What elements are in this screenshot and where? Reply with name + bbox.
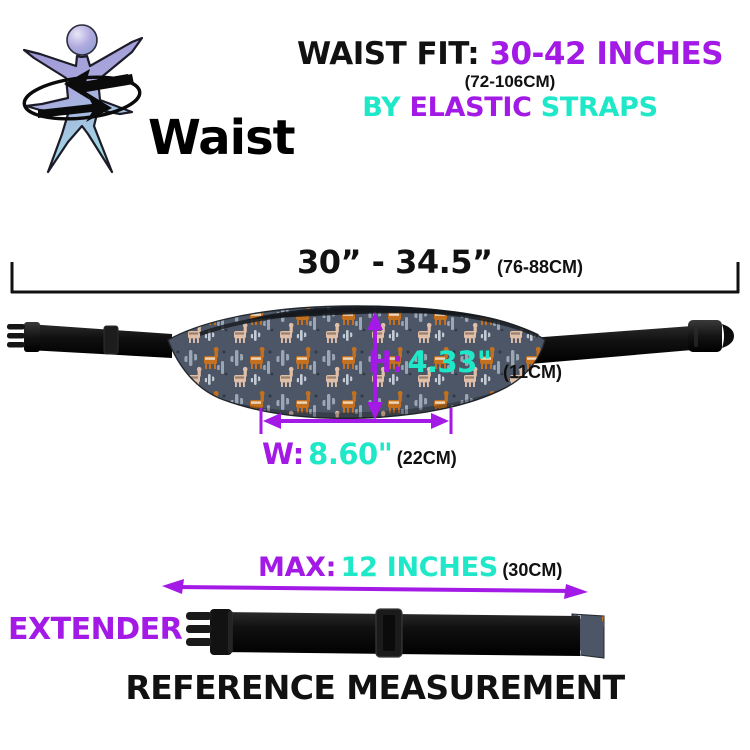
waist-fit-line: WAIST FIT: 30-42 INCHES [280,38,740,71]
extender-strap-icon [186,608,605,659]
width-label: W: 8.60" (22CM) [262,437,457,471]
pack-body [167,305,546,420]
belt-length-label: 30” - 34.5” (76-88CM) [230,243,650,281]
horizontal-dimension-arrow-icon [162,579,588,599]
strap-slider-icon [103,325,119,355]
extender-illustration [180,596,620,671]
extender-label: EXTENDER [8,612,183,647]
elastic-straps-line: BY ELASTIC STRAPS [280,92,740,123]
waist-fit-prefix: WAIST FIT: [296,36,480,72]
belt-length-value: 30” - 34.5” [296,243,493,281]
measurement-bracket [0,255,750,300]
header-block: WAIST FIT: 30-42 INCHES (72-106CM) BY EL… [280,38,740,123]
logo-wordmark: Waist [148,110,296,166]
width-dimension-arrow [255,400,475,440]
max-value: 12 INCHES [340,552,499,583]
straps-word: STRAPS [540,91,658,123]
belt-length-metric: (76-88CM) [497,257,584,277]
height-value: 4.33" [407,345,492,379]
extender-dimension-arrow [160,578,590,600]
brand-logo: Waist [20,22,296,182]
waist-figure-orbit-logo [22,24,144,174]
left-strap [7,322,172,358]
by-word: BY [362,91,401,123]
right-strap [530,320,734,364]
extender-male-buckle-icon [186,609,233,655]
waist-fit-value: 30-42 INCHES [489,36,724,72]
measurement-bracket-icon [10,262,740,294]
footer-caption: REFERENCE MEASUREMENT [125,668,625,707]
height-metric-wrap: (11CM) [503,362,562,383]
width-metric: (22CM) [396,448,457,468]
extender-max-label: MAX: 12 INCHES (30CM) [258,552,562,583]
width-prefix: W: [262,437,304,471]
horizontal-dimension-arrow-icon [259,408,453,434]
height-metric: (11CM) [503,362,563,382]
elastic-word: ELASTIC [409,91,532,123]
fanny-pack-illustration [0,300,750,430]
width-value: 8.60" [308,437,393,471]
waist-fit-metric: (72-106CM) [464,71,556,91]
max-metric: (30CM) [502,560,563,580]
male-buckle-icon [7,322,40,352]
max-prefix: MAX: [258,552,337,583]
extender-slider-icon [375,608,403,658]
female-buckle-icon [688,320,734,352]
llama-cactus-fanny-pack [7,305,734,420]
vertical-dimension-arrow-icon [367,312,383,420]
height-prefix: H: [368,345,403,379]
height-label: H: 4.33" [368,345,492,379]
footer-caption-wrap: REFERENCE MEASUREMENT [0,668,750,707]
